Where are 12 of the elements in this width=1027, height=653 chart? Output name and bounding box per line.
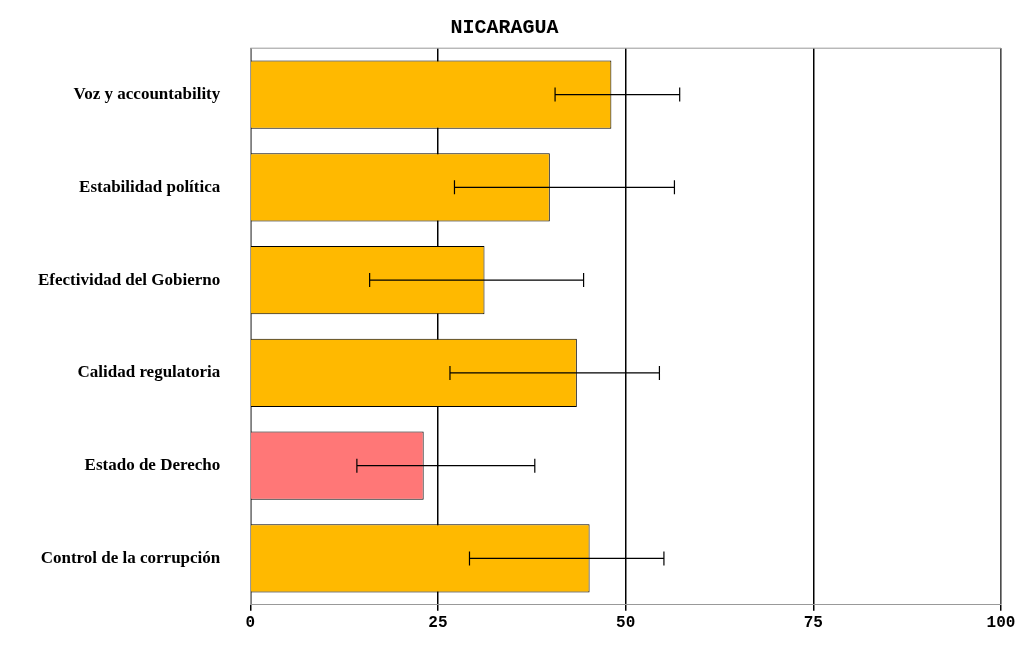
chart-title: NICARAGUA [450, 16, 559, 40]
y-tick-label: Calidad regulatoria [77, 362, 221, 382]
y-tick-label: Estabilidad política [79, 176, 221, 196]
y-tick-label: Estado de Derecho [84, 455, 221, 475]
x-tick-label: 75 [803, 614, 823, 633]
x-tick-label: 50 [616, 614, 636, 633]
y-tick-label: Voz y accountability [73, 83, 221, 103]
x-tick-label: 0 [245, 614, 256, 633]
y-tick-label: Efectividad del Gobierno [38, 269, 221, 289]
y-tick-label: Control de la corrupción [40, 547, 221, 567]
x-tick-label: 25 [428, 614, 448, 633]
x-tick-label: 100 [986, 614, 1016, 633]
